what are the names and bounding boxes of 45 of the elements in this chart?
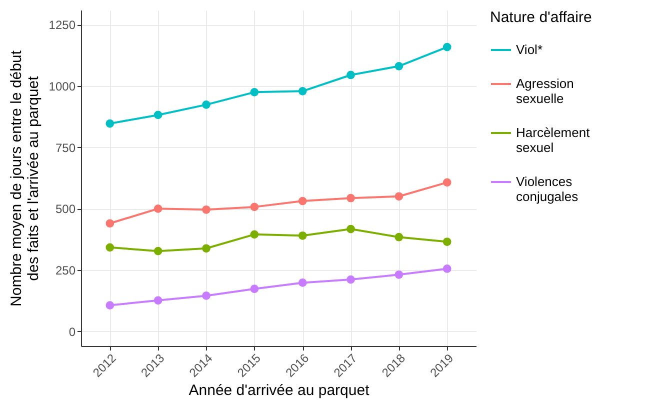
point	[346, 70, 355, 80]
point	[202, 292, 210, 300]
point	[202, 244, 210, 253]
legend-label: Viol*	[516, 42, 543, 57]
point	[394, 232, 404, 242]
point	[442, 178, 452, 187]
x-axis-title: Année d'arrivée au parquet	[188, 382, 370, 400]
point	[106, 119, 114, 128]
point	[442, 238, 452, 246]
point	[250, 230, 259, 239]
point	[442, 264, 452, 273]
point	[298, 196, 307, 206]
point	[106, 219, 114, 228]
y-tick-label: 750	[55, 140, 76, 155]
legend-title: Nature d'affaire	[490, 9, 592, 26]
legend-label: Violences conjugales	[516, 174, 579, 204]
point	[346, 224, 355, 234]
y-tick-label: 500	[55, 202, 76, 216]
legend-label: Harcèlement sexuel	[516, 125, 590, 155]
point	[154, 204, 162, 213]
point	[202, 205, 210, 214]
point	[394, 192, 404, 201]
point	[394, 270, 404, 279]
y-axis-title: Nombre moyen de jours entre le début des faits et l'arrivée au parquet	[8, 50, 42, 306]
point	[154, 246, 162, 256]
point	[154, 296, 162, 305]
point	[346, 275, 355, 284]
point	[298, 231, 307, 240]
point	[250, 202, 259, 212]
point	[250, 88, 259, 96]
point	[106, 301, 114, 310]
y-tick-label: 0	[68, 324, 76, 339]
y-tick-label: 250	[55, 263, 76, 278]
point	[154, 110, 162, 120]
legend-label: Agression sexuelle	[516, 76, 574, 106]
point	[202, 100, 210, 109]
point	[298, 87, 307, 96]
point	[394, 62, 404, 70]
y-tick-label: 1250	[48, 18, 76, 32]
point	[346, 194, 355, 202]
point	[442, 42, 452, 52]
point	[298, 278, 307, 287]
y-tick-label: 1000	[48, 80, 76, 94]
point	[106, 243, 114, 252]
point	[250, 284, 259, 294]
